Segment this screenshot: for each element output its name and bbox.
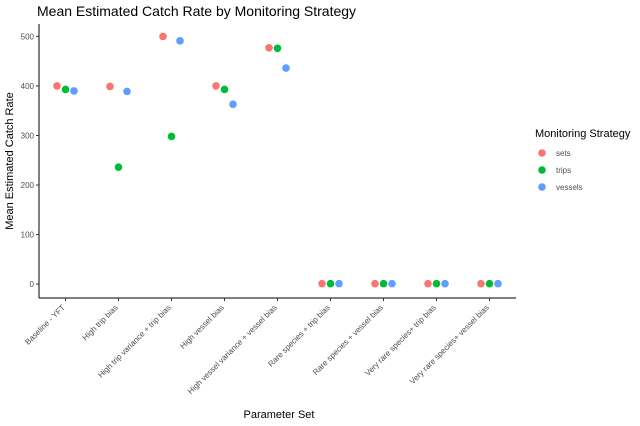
data-point-trips <box>432 279 441 288</box>
data-points <box>53 32 502 288</box>
data-point-vessels <box>176 37 184 45</box>
data-point-trips <box>61 85 70 94</box>
chart-title: Mean Estimated Catch Rate by Monitoring … <box>37 3 356 19</box>
data-point-vessels <box>70 87 78 95</box>
y-tick-label: 0 <box>30 280 35 289</box>
x-tick-label: High vessel bias <box>178 303 226 351</box>
x-tick-label: Baseline - YFT <box>23 303 67 347</box>
data-point-sets <box>106 82 114 91</box>
legend-key-sets <box>538 149 546 157</box>
legend-label-vessels: vessels <box>556 183 583 192</box>
data-point-trips <box>167 132 176 141</box>
legend-label-trips: trips <box>556 166 571 175</box>
data-point-vessels <box>282 64 290 72</box>
x-tick-label: High vessel variance + vessel bias <box>186 303 279 396</box>
data-point-vessels <box>123 87 131 96</box>
y-tick-label: 500 <box>21 32 35 41</box>
data-point-trips <box>114 163 123 171</box>
data-point-sets <box>159 32 167 41</box>
y-axis-title: Mean Estimated Catch Rate <box>4 92 16 230</box>
legend: Monitoring Strategy sets trips vessels <box>535 128 631 192</box>
data-point-sets <box>477 279 485 288</box>
data-point-sets <box>212 82 220 90</box>
data-point-trips <box>326 279 335 288</box>
legend-key-vessels <box>538 183 546 191</box>
legend-label-sets: sets <box>556 149 571 158</box>
data-point-sets <box>318 279 326 288</box>
legend-items: sets trips vessels <box>538 149 583 192</box>
y-tick-label: 300 <box>21 131 35 140</box>
y-tick-label: 200 <box>21 181 35 190</box>
data-point-vessels <box>441 279 449 288</box>
legend-key-trips <box>538 166 546 174</box>
data-point-vessels <box>494 279 502 288</box>
data-point-vessels <box>388 279 396 288</box>
plot-area: 0 100 200 300 400 500 Baseline - YFT High trip… <box>21 24 516 396</box>
data-point-trips <box>485 279 494 288</box>
data-point-trips <box>273 44 282 53</box>
y-tick-label: 400 <box>21 82 35 91</box>
data-point-vessels <box>229 100 237 109</box>
data-point-sets <box>265 43 273 52</box>
y-ticks: 0 100 200 300 400 500 <box>21 32 39 289</box>
y-tick-label: 100 <box>21 231 35 240</box>
data-point-sets <box>424 279 432 288</box>
legend-title: Monitoring Strategy <box>535 128 631 140</box>
data-point-trips <box>379 279 388 288</box>
data-point-sets <box>53 82 61 90</box>
data-point-trips <box>220 85 229 94</box>
x-axis-title: Parameter Set <box>244 409 315 421</box>
data-point-sets <box>371 279 379 288</box>
x-tick-label: High trip bias <box>81 303 120 342</box>
data-point-vessels <box>335 279 343 288</box>
